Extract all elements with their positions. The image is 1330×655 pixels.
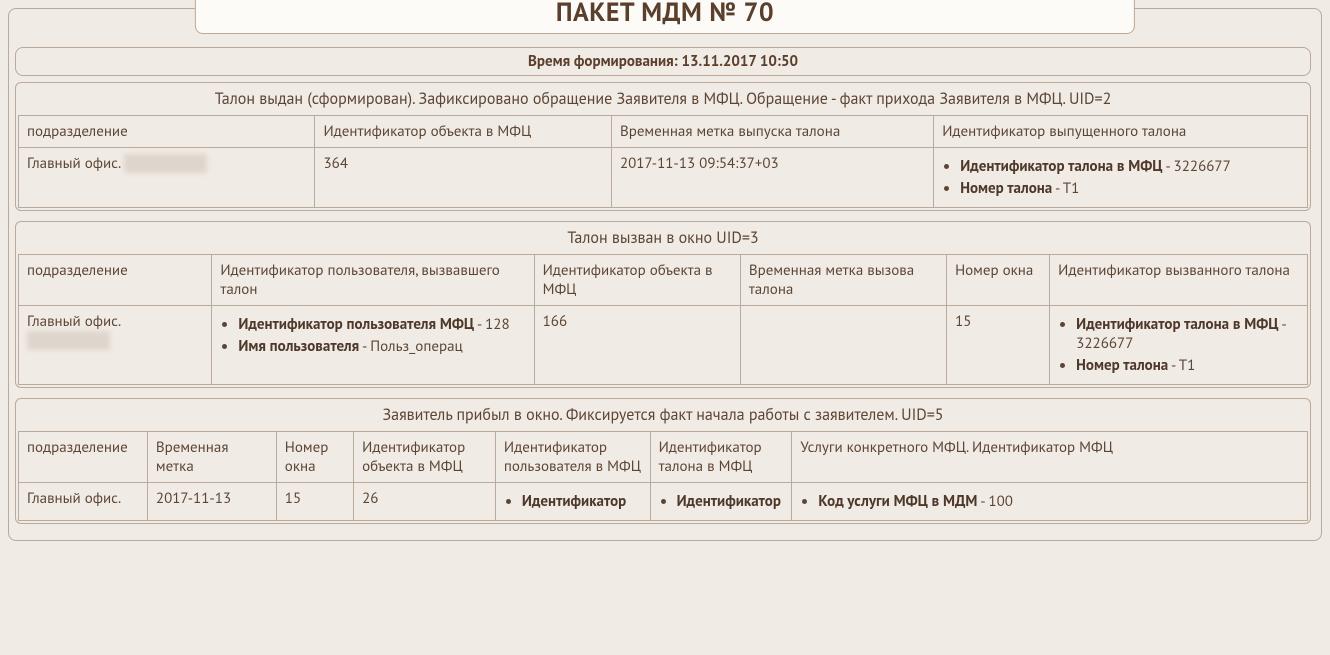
col-timestamp: Временная метка вызова талона — [740, 255, 946, 306]
cell-department: Главный офис. xxxxxxxxxxx — [19, 148, 315, 208]
table-row: Главный офис. xxxxxxxxxxx Идентификатор … — [19, 306, 1308, 385]
table-header-row: подразделение Идентификатор объекта в МФ… — [19, 116, 1308, 148]
kv-val: - Т1 — [1052, 179, 1079, 198]
list-item: Идентификатор — [522, 492, 642, 511]
col-user-id: Идентификатор пользователя, вызвавшего т… — [212, 255, 534, 306]
cell-object-id: 364 — [315, 148, 611, 208]
event-panel-uid2: Талон выдан (сформирован). Зафиксировано… — [15, 82, 1311, 211]
col-ticket-id: Идентификатор вызванного талона — [1050, 255, 1308, 306]
list-item: Идентификатор талона в МФЦ - 3226677 — [1076, 315, 1299, 353]
col-timestamp: Временная метка — [147, 432, 276, 483]
cell-timestamp — [740, 306, 946, 385]
cell-timestamp: 2017-11-13 — [147, 483, 276, 521]
event-caption: Талон выдан (сформирован). Зафиксировано… — [18, 85, 1308, 115]
cell-object-id: 26 — [354, 483, 496, 521]
kv-val: - 3226677 — [1163, 157, 1231, 176]
kv-key: Идентификатор — [522, 492, 626, 511]
cell-ticket-id: Идентификатор талона в МФЦ - 3226677 Ном… — [934, 148, 1308, 208]
cell-department: Главный офис. xxxxxxxxxxx — [19, 306, 212, 385]
col-services: Услуги конкретного МФЦ. Идентификатор МФ… — [792, 432, 1308, 483]
kv-key: Имя пользователя — [238, 337, 359, 356]
table-header-row: подразделение Временная метка Номер окна… — [19, 432, 1308, 483]
col-department: подразделение — [19, 255, 212, 306]
col-department: подразделение — [19, 116, 315, 148]
kv-key: Идентификатор — [677, 492, 781, 511]
col-department: подразделение — [19, 432, 148, 483]
kv-key: Номер талона — [960, 179, 1052, 198]
event-table-uid3: Талон вызван в окно UID=3 подразделение … — [18, 224, 1308, 385]
package-title: ПАКЕТ МДМ № 70 — [195, 0, 1135, 34]
kv-list: Идентификатор талона в МФЦ - 3226677 Ном… — [942, 157, 1299, 198]
col-user-id: Идентификатор пользователя в МФЦ — [495, 432, 650, 483]
cell-services: Код услуги МФЦ в МДМ - 100 — [792, 483, 1308, 521]
redacted-text: xxxxxxxxxxx — [124, 154, 207, 173]
table-row: Главный офис. xxxxxxxxxxx 364 2017-11-13… — [19, 148, 1308, 208]
event-panel-uid5: Заявитель прибыл в окно. Фиксируется фак… — [15, 398, 1311, 524]
event-table-uid2: Талон выдан (сформирован). Зафиксировано… — [18, 85, 1308, 208]
kv-key: Идентификатор талона в МФЦ — [1076, 315, 1278, 334]
cell-object-id: 166 — [534, 306, 740, 385]
kv-list: Код услуги МФЦ в МДМ - 100 — [800, 492, 1299, 511]
redacted-text: xxxxxxxxxxx — [27, 331, 110, 350]
kv-key: Номер талона — [1076, 356, 1168, 375]
cell-user-id: Идентификатор пользователя МФЦ - 128 Имя… — [212, 306, 534, 385]
col-object-id: Идентификатор объекта в МФЦ — [534, 255, 740, 306]
col-object-id: Идентификатор объекта в МФЦ — [354, 432, 496, 483]
col-object-id: Идентификатор объекта в МФЦ — [315, 116, 611, 148]
kv-val: - Т1 — [1168, 356, 1195, 375]
col-timestamp: Временная метка выпуска талона — [611, 116, 933, 148]
dept-prefix: Главный офис. — [27, 312, 121, 331]
event-caption: Талон вызван в окно UID=3 — [18, 224, 1308, 254]
formation-time-value: 13.11.2017 10:50 — [682, 52, 798, 71]
cell-timestamp: 2017-11-13 09:54:37+03 — [611, 148, 933, 208]
col-window: Номер окна — [276, 432, 353, 483]
dept-prefix: Главный офис. — [27, 154, 124, 173]
cell-department: Главный офис. — [19, 483, 148, 521]
kv-list: Идентификатор — [504, 492, 642, 511]
list-item: Идентификатор пользователя МФЦ - 128 — [238, 315, 525, 334]
package-panel: ПАКЕТ МДМ № 70 Время формирования: 13.11… — [8, 8, 1322, 541]
col-window: Номер окна — [947, 255, 1050, 306]
kv-list: Идентификатор — [659, 492, 784, 511]
list-item: Имя пользователя - Польз_операц — [238, 337, 525, 356]
kv-val: - Польз_операц — [359, 337, 463, 356]
formation-time-label: Время формирования: — [528, 52, 682, 71]
list-item: Номер талона - Т1 — [1076, 356, 1299, 375]
cell-user-id: Идентификатор — [495, 483, 650, 521]
event-caption: Заявитель прибыл в окно. Фиксируется фак… — [18, 401, 1308, 431]
list-item: Номер талона - Т1 — [960, 179, 1299, 198]
list-item: Идентификатор — [677, 492, 784, 511]
scroll-area[interactable]: Время формирования: 13.11.2017 10:50 Тал… — [15, 47, 1315, 534]
kv-key: Код услуги МФЦ в МДМ — [818, 492, 977, 511]
event-table-uid5: Заявитель прибыл в окно. Фиксируется фак… — [18, 401, 1308, 521]
cell-window: 15 — [276, 483, 353, 521]
list-item: Код услуги МФЦ в МДМ - 100 — [818, 492, 1299, 511]
kv-key: Идентификатор пользователя МФЦ — [238, 315, 474, 334]
col-ticket-id: Идентификатор выпущенного талона — [934, 116, 1308, 148]
kv-key: Идентификатор талона в МФЦ — [960, 157, 1162, 176]
kv-val: - 100 — [977, 492, 1013, 511]
cell-window: 15 — [947, 306, 1050, 385]
kv-list: Идентификатор талона в МФЦ - 3226677 Ном… — [1058, 315, 1299, 375]
kv-val: - 128 — [474, 315, 510, 334]
cell-ticket-id: Идентификатор талона в МФЦ - 3226677 Ном… — [1050, 306, 1308, 385]
list-item: Идентификатор талона в МФЦ - 3226677 — [960, 157, 1299, 176]
kv-list: Идентификатор пользователя МФЦ - 128 Имя… — [220, 315, 525, 356]
cell-ticket-id: Идентификатор — [650, 483, 792, 521]
col-ticket-id: Идентификатор талона в МФЦ — [650, 432, 792, 483]
table-header-row: подразделение Идентификатор пользователя… — [19, 255, 1308, 306]
formation-time-bar: Время формирования: 13.11.2017 10:50 — [15, 47, 1311, 76]
event-panel-uid3: Талон вызван в окно UID=3 подразделение … — [15, 221, 1311, 388]
table-row: Главный офис. 2017-11-13 15 26 Идентифик… — [19, 483, 1308, 521]
